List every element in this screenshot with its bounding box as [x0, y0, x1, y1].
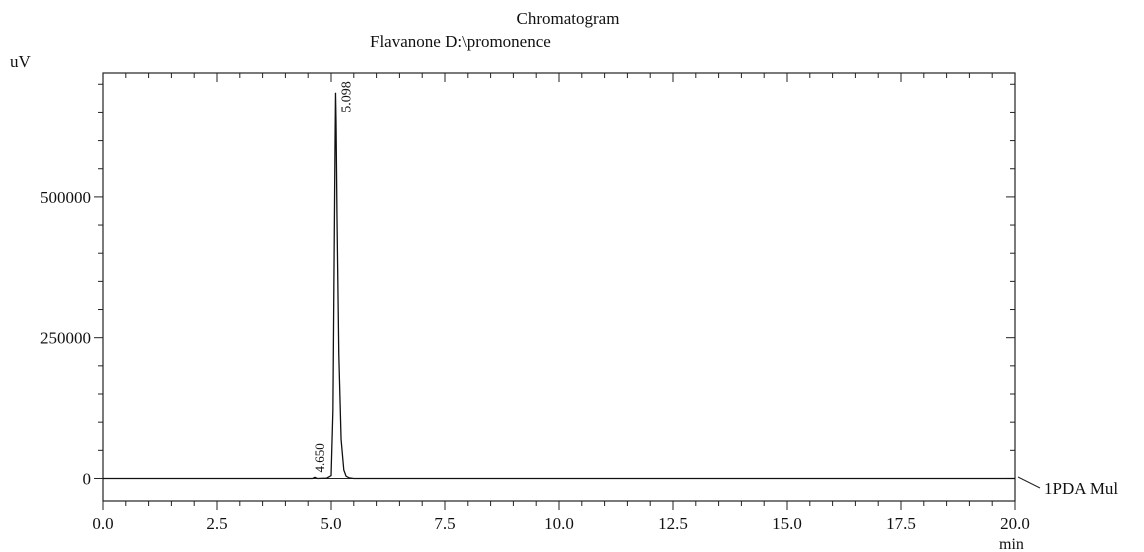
y-axis-ticks — [94, 84, 1015, 478]
y-tick-label: 250000 — [40, 329, 91, 348]
trace-label: 1PDA Mul — [1044, 479, 1118, 498]
x-tick-label: 10.0 — [544, 514, 574, 533]
x-tick-label: 5.0 — [320, 514, 341, 533]
peak-label-main: 5.098 — [339, 81, 354, 113]
chart-subtitle: Flavanone D:\promonence — [370, 32, 551, 51]
plot-frame — [103, 73, 1015, 501]
y-axis-tick-labels: 0 250000 500000 — [40, 188, 91, 489]
x-axis-ticks — [103, 73, 1015, 510]
series-line-1pda-mul — [103, 93, 1015, 479]
y-tick-label: 0 — [83, 469, 92, 488]
x-axis-tick-labels: 0.0 2.5 5.0 7.5 10.0 12.5 15.0 17.5 20.0 — [92, 514, 1030, 533]
chart-title: Chromatogram — [517, 9, 620, 28]
y-axis-unit-label: uV — [10, 52, 32, 71]
x-tick-label: 2.5 — [206, 514, 227, 533]
x-tick-label: 20.0 — [1000, 514, 1030, 533]
trace-label-leader — [1018, 477, 1040, 488]
peak-label-minor: 4.650 — [312, 443, 327, 472]
x-tick-label: 0.0 — [92, 514, 113, 533]
x-tick-label: 17.5 — [886, 514, 916, 533]
x-tick-label: 12.5 — [658, 514, 688, 533]
x-tick-label: 7.5 — [434, 514, 455, 533]
x-axis-unit-label: min — [999, 536, 1024, 552]
y-tick-label: 500000 — [40, 188, 91, 207]
x-tick-label: 15.0 — [772, 514, 802, 533]
